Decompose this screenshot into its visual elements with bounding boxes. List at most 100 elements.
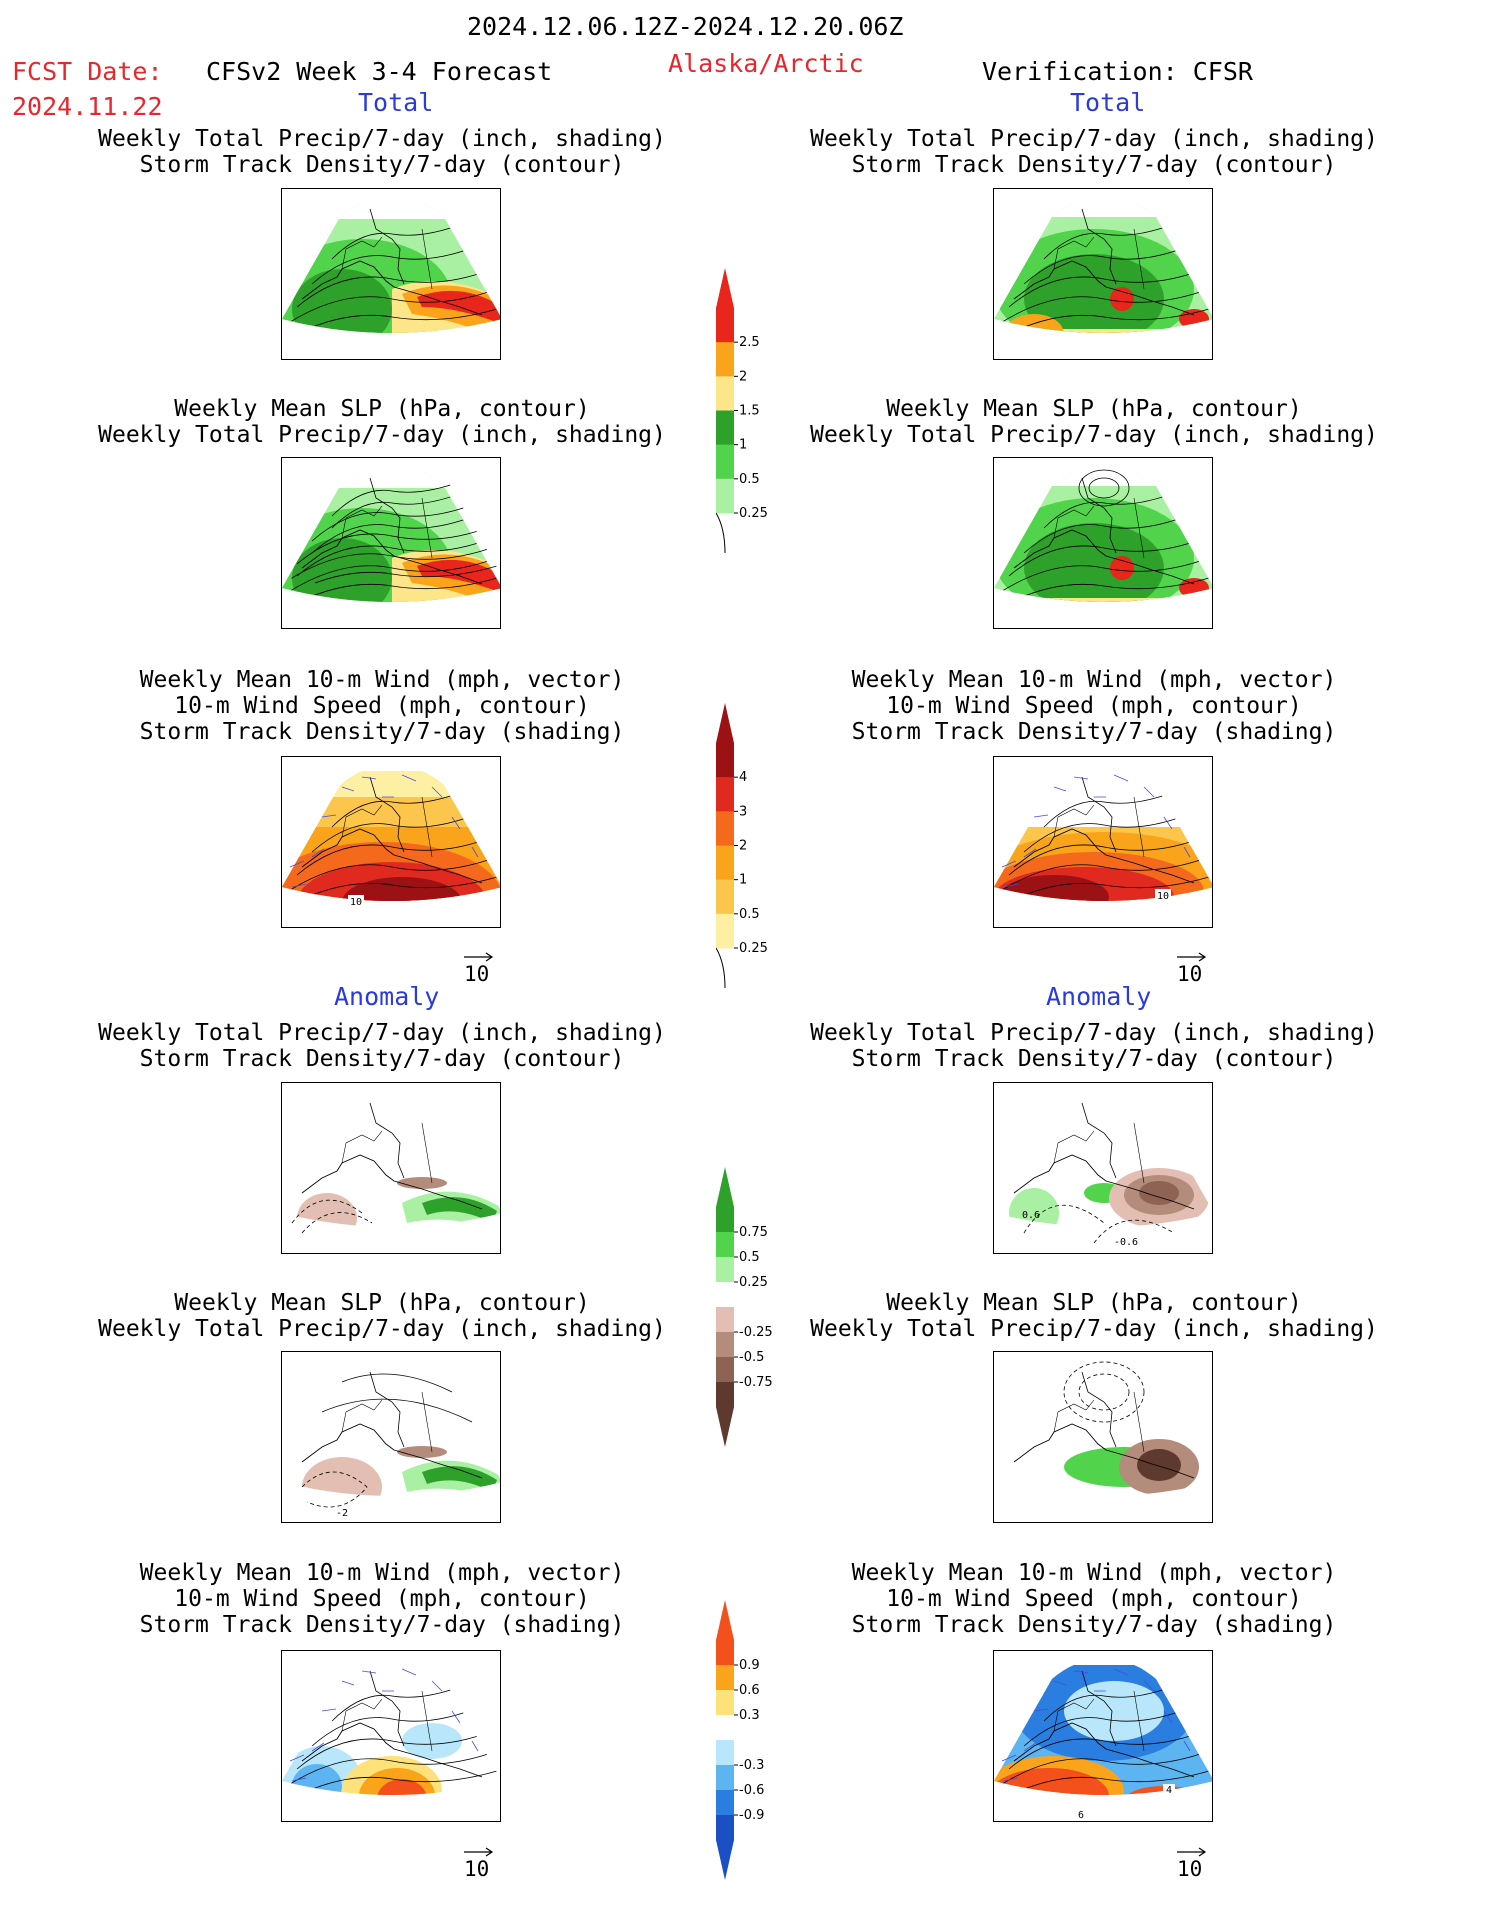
map-panel-left-precip-track-anom bbox=[281, 1082, 501, 1254]
colorbar-segment bbox=[716, 478, 734, 514]
model-title: CFSv2 Week 3-4 Forecast bbox=[206, 57, 553, 86]
contour-label: -2 bbox=[336, 1508, 348, 1519]
map-panel-right-wind-track-anom: 6 4 bbox=[993, 1650, 1213, 1822]
title-r4: Weekly Total Precip/7-day (inch, shading… bbox=[810, 1020, 1378, 1072]
title-r5: Weekly Mean SLP (hPa, contour) Weekly Tot… bbox=[810, 1290, 1378, 1342]
colorbar-label: 2 bbox=[739, 839, 747, 854]
fcst-date-label: FCST Date: bbox=[12, 57, 163, 86]
fcst-date-value: 2024.11.22 bbox=[12, 92, 163, 121]
colorbar-label: 0.3 bbox=[739, 1708, 760, 1723]
colorbar-segment bbox=[716, 1690, 734, 1716]
colorbar-segment bbox=[716, 1207, 734, 1233]
colorbar-top-triangle bbox=[716, 1167, 734, 1207]
colorbar-label: -0.25 bbox=[739, 1325, 773, 1340]
vector-ref-arrow-l1 bbox=[464, 952, 494, 962]
colorbar-segment bbox=[716, 913, 734, 949]
vector-ref-arrow-r1 bbox=[1177, 952, 1207, 962]
colorbar-bottom-triangle bbox=[716, 1840, 734, 1880]
colorbar-label: 1 bbox=[739, 438, 747, 453]
period-title: 2024.12.06.12Z-2024.12.20.06Z bbox=[467, 12, 904, 41]
section-total-left: Total bbox=[358, 88, 434, 117]
colorbar-label: 2 bbox=[739, 369, 747, 384]
colorbar-label: 0.25 bbox=[739, 941, 768, 956]
vector-ref-arrow-l2 bbox=[464, 1847, 494, 1857]
colorbar-label: 2.5 bbox=[739, 335, 760, 350]
colorbar-label: 0.25 bbox=[739, 1275, 768, 1290]
colorbar-bottom-triangle bbox=[715, 512, 726, 554]
title-r6: Weekly Mean 10-m Wind (mph, vector) 10-m … bbox=[851, 1560, 1337, 1638]
map-panel-left-wind-track-total: 10 bbox=[281, 756, 501, 928]
colorbar-label: -0.6 bbox=[739, 1783, 764, 1798]
contour-label: 10 bbox=[1157, 891, 1169, 902]
section-total-right: Total bbox=[1070, 88, 1146, 117]
verification-title: Verification: CFSR bbox=[982, 57, 1253, 86]
colorbar-segment bbox=[716, 1232, 734, 1258]
vector-ref-arrow-r2 bbox=[1177, 1847, 1207, 1857]
colorbar-bottom-triangle bbox=[715, 947, 726, 989]
title-r3: Weekly Mean 10-m Wind (mph, vector) 10-m … bbox=[851, 667, 1337, 745]
colorbar-bottom-triangle bbox=[716, 1407, 734, 1447]
section-anomaly-left: Anomaly bbox=[334, 982, 440, 1011]
colorbar-segment bbox=[716, 342, 734, 377]
map-panel-right-slp-precip-anom bbox=[993, 1351, 1213, 1523]
title-l1: Weekly Total Precip/7-day (inch, shading… bbox=[98, 126, 666, 178]
colorbar-segment bbox=[716, 1665, 734, 1691]
colorbar-svg: 4 3 2 1 0.5 0.25 bbox=[715, 703, 768, 989]
colorbar-label: 0.75 bbox=[739, 1225, 768, 1240]
colorbar-segment bbox=[716, 777, 734, 812]
contour-label: 10 bbox=[350, 897, 362, 908]
colorbar-segment bbox=[716, 1640, 734, 1666]
colorbar-segment bbox=[716, 1357, 734, 1383]
colorbar-segment bbox=[716, 1790, 734, 1816]
title-l5: Weekly Mean SLP (hPa, contour) Weekly Tot… bbox=[98, 1290, 666, 1342]
contour-label: -0.6 bbox=[1114, 1237, 1138, 1248]
contour-label-box bbox=[348, 895, 364, 907]
colorbar-precip-total: 2.5 2 1.5 1 0.5 0.25 bbox=[715, 268, 776, 554]
contour-label: 4 bbox=[1166, 1785, 1172, 1796]
region-title: Alaska/Arctic bbox=[668, 49, 864, 78]
map-panel-left-slp-precip-anom: -2 bbox=[281, 1351, 501, 1523]
colorbar-label: 0.9 bbox=[739, 1658, 760, 1673]
map-panel-right-slp-precip-total bbox=[993, 457, 1213, 629]
colorbar-track-total: 4 3 2 1 0.5 0.25 bbox=[715, 703, 776, 989]
colorbar-svg: 0.75 0.5 0.25 -0.25 -0.5 -0.75 bbox=[716, 1167, 773, 1447]
colorbar-label: 0.25 bbox=[739, 506, 768, 521]
colorbar-precip-anom: 0.75 0.5 0.25 -0.25 -0.5 -0.75 bbox=[716, 1167, 776, 1447]
colorbar-label: 0.6 bbox=[739, 1683, 760, 1698]
colorbar-segment bbox=[716, 1740, 734, 1766]
map-panel-left-slp-precip-total bbox=[281, 457, 501, 629]
colorbar-label: 4 bbox=[739, 770, 747, 785]
colorbar-segment bbox=[716, 1815, 734, 1841]
colorbar-segment bbox=[716, 376, 734, 411]
title-l3: Weekly Mean 10-m Wind (mph, vector) 10-m … bbox=[139, 667, 625, 745]
section-anomaly-right: Anomaly bbox=[1046, 982, 1152, 1011]
colorbar-label: 0.5 bbox=[739, 1250, 760, 1265]
colorbar-label: -0.3 bbox=[739, 1758, 764, 1773]
vector-ref-label-l2: 10 bbox=[464, 1857, 490, 1881]
title-l4: Weekly Total Precip/7-day (inch, shading… bbox=[98, 1020, 666, 1072]
colorbar-segment bbox=[716, 410, 734, 446]
vector-ref-label-r2: 10 bbox=[1177, 1857, 1203, 1881]
colorbar-segment bbox=[716, 1257, 734, 1283]
colorbar-segment bbox=[716, 1307, 734, 1333]
colorbar-segment bbox=[716, 1765, 734, 1791]
vector-ref-label-l1: 10 bbox=[464, 962, 490, 986]
title-l2: Weekly Mean SLP (hPa, contour) Weekly Tot… bbox=[98, 396, 666, 448]
colorbar-segment bbox=[716, 879, 734, 915]
colorbar-segment bbox=[716, 1715, 734, 1741]
colorbar-label: -0.75 bbox=[739, 1375, 773, 1390]
colorbar-segment bbox=[716, 444, 734, 480]
colorbar-segment bbox=[716, 1332, 734, 1358]
colorbar-top-triangle bbox=[716, 1600, 734, 1640]
colorbar-top-triangle bbox=[716, 703, 734, 743]
colorbar-segment bbox=[716, 811, 734, 846]
map-panel-right-precip-track-total bbox=[993, 188, 1213, 360]
colorbar-svg: 2.5 2 1.5 1 0.5 0.25 bbox=[715, 268, 768, 554]
colorbar-segment bbox=[716, 1282, 734, 1308]
title-r2: Weekly Mean SLP (hPa, contour) Weekly Tot… bbox=[810, 396, 1378, 448]
colorbar-label: 0.5 bbox=[739, 472, 760, 487]
colorbar-svg: 0.9 0.6 0.3 -0.3 -0.6 -0.9 bbox=[716, 1600, 764, 1880]
colorbar-top-triangle bbox=[716, 268, 734, 308]
vector-ref-label-r1: 10 bbox=[1177, 962, 1203, 986]
contour-label: 0.6 bbox=[1022, 1210, 1040, 1221]
